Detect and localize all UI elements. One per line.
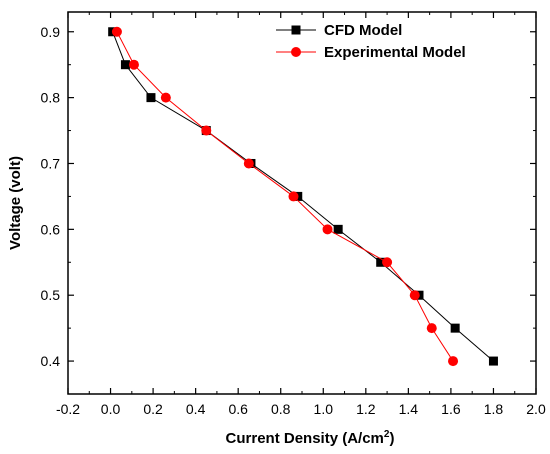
- legend-item: CFD Model: [276, 22, 402, 39]
- data-point: [426, 323, 437, 334]
- x-tick-label: 1.6: [441, 401, 461, 417]
- data-point: [288, 191, 299, 202]
- series-line: [116, 31, 454, 362]
- data-point: [322, 224, 333, 235]
- x-tick-label: 0.2: [143, 401, 163, 417]
- x-tick-label: 1.0: [314, 401, 334, 417]
- data-point: [201, 125, 212, 136]
- x-tick-label: 0.4: [186, 401, 206, 417]
- series-2: [111, 26, 459, 367]
- series-1: [108, 27, 498, 366]
- y-tick-label: 0.5: [41, 287, 61, 303]
- data-point: [243, 158, 254, 169]
- axes: -0.2 0.0 0.2 0.4 0.6 0.8 1.0 1.2 1.4 1.6 1.8 2.0 0.4…: [7, 12, 546, 447]
- data-point: [120, 60, 130, 70]
- x-tick-label: 1.2: [356, 401, 376, 417]
- x-tick-label: 0.0: [101, 401, 121, 417]
- y-axis-title: Voltage (volt): [7, 156, 24, 250]
- legend-label: Experimental Model: [324, 44, 466, 61]
- y-tick-label: 0.9: [41, 24, 61, 40]
- data-point: [146, 93, 156, 103]
- data-point: [382, 257, 393, 268]
- data-point: [409, 290, 420, 301]
- x-tick-label: 2.0: [526, 401, 546, 417]
- legend-item: Experimental Model: [276, 44, 466, 61]
- x-tick-label: 1.8: [484, 401, 504, 417]
- y-tick-label: 0.6: [41, 221, 61, 237]
- series-line: [112, 31, 494, 362]
- x-tick-label: 0.6: [228, 401, 248, 417]
- legend-marker: [291, 47, 301, 57]
- data-point: [376, 257, 386, 267]
- legend-marker: [291, 25, 301, 35]
- x-tick-label: 0.8: [271, 401, 291, 417]
- y-tick-label: 0.4: [41, 353, 61, 369]
- x-axis-title: Current Density (A/cm2): [226, 429, 395, 447]
- data-point: [488, 356, 498, 366]
- data-point: [448, 356, 459, 367]
- legend-label: CFD Model: [324, 22, 402, 39]
- series-group: [108, 26, 498, 367]
- data-point: [450, 323, 460, 333]
- x-tick-label: 1.4: [399, 401, 419, 417]
- y-tick-label: 0.7: [41, 155, 61, 171]
- data-point: [333, 224, 343, 234]
- x-tick-label: -0.2: [56, 401, 80, 417]
- data-point: [160, 92, 171, 103]
- y-tick-label: 0.8: [41, 90, 61, 106]
- data-point: [128, 59, 139, 70]
- legend: CFD Model Experimental Model: [276, 22, 466, 61]
- data-point: [111, 26, 122, 37]
